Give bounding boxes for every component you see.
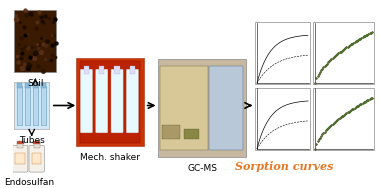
- Bar: [114, 66, 120, 74]
- Bar: [209, 66, 243, 150]
- Bar: [25, 83, 30, 88]
- Bar: [130, 66, 135, 74]
- Bar: [33, 141, 40, 144]
- FancyBboxPatch shape: [76, 58, 144, 146]
- FancyBboxPatch shape: [158, 59, 246, 157]
- FancyBboxPatch shape: [14, 10, 56, 72]
- Bar: [15, 153, 25, 164]
- Bar: [160, 66, 208, 150]
- Bar: [162, 125, 180, 139]
- Bar: [34, 143, 40, 148]
- Bar: [80, 61, 140, 143]
- Bar: [17, 143, 23, 148]
- FancyBboxPatch shape: [126, 69, 138, 133]
- Bar: [17, 86, 22, 125]
- Bar: [17, 141, 24, 144]
- Bar: [41, 83, 46, 88]
- Text: GC-MS: GC-MS: [187, 164, 217, 173]
- FancyBboxPatch shape: [111, 69, 123, 133]
- Bar: [184, 129, 198, 139]
- Bar: [33, 86, 38, 125]
- Text: Sorption curves: Sorption curves: [235, 161, 333, 171]
- Bar: [255, 88, 310, 150]
- FancyBboxPatch shape: [14, 82, 49, 129]
- FancyBboxPatch shape: [81, 69, 93, 133]
- Text: Mech. shaker: Mech. shaker: [80, 153, 140, 162]
- Text: Soil: Soil: [27, 79, 43, 88]
- Bar: [313, 22, 374, 84]
- Bar: [33, 83, 38, 88]
- FancyBboxPatch shape: [96, 69, 108, 133]
- FancyBboxPatch shape: [12, 146, 28, 172]
- Bar: [17, 83, 22, 88]
- Bar: [41, 86, 46, 125]
- Bar: [32, 153, 41, 164]
- Text: Tubes: Tubes: [19, 136, 45, 145]
- Text: Endosulfan: Endosulfan: [4, 178, 54, 187]
- Bar: [255, 22, 310, 84]
- Bar: [99, 66, 104, 74]
- Bar: [84, 66, 89, 74]
- Bar: [313, 88, 374, 150]
- FancyBboxPatch shape: [29, 146, 44, 172]
- Bar: [25, 86, 30, 125]
